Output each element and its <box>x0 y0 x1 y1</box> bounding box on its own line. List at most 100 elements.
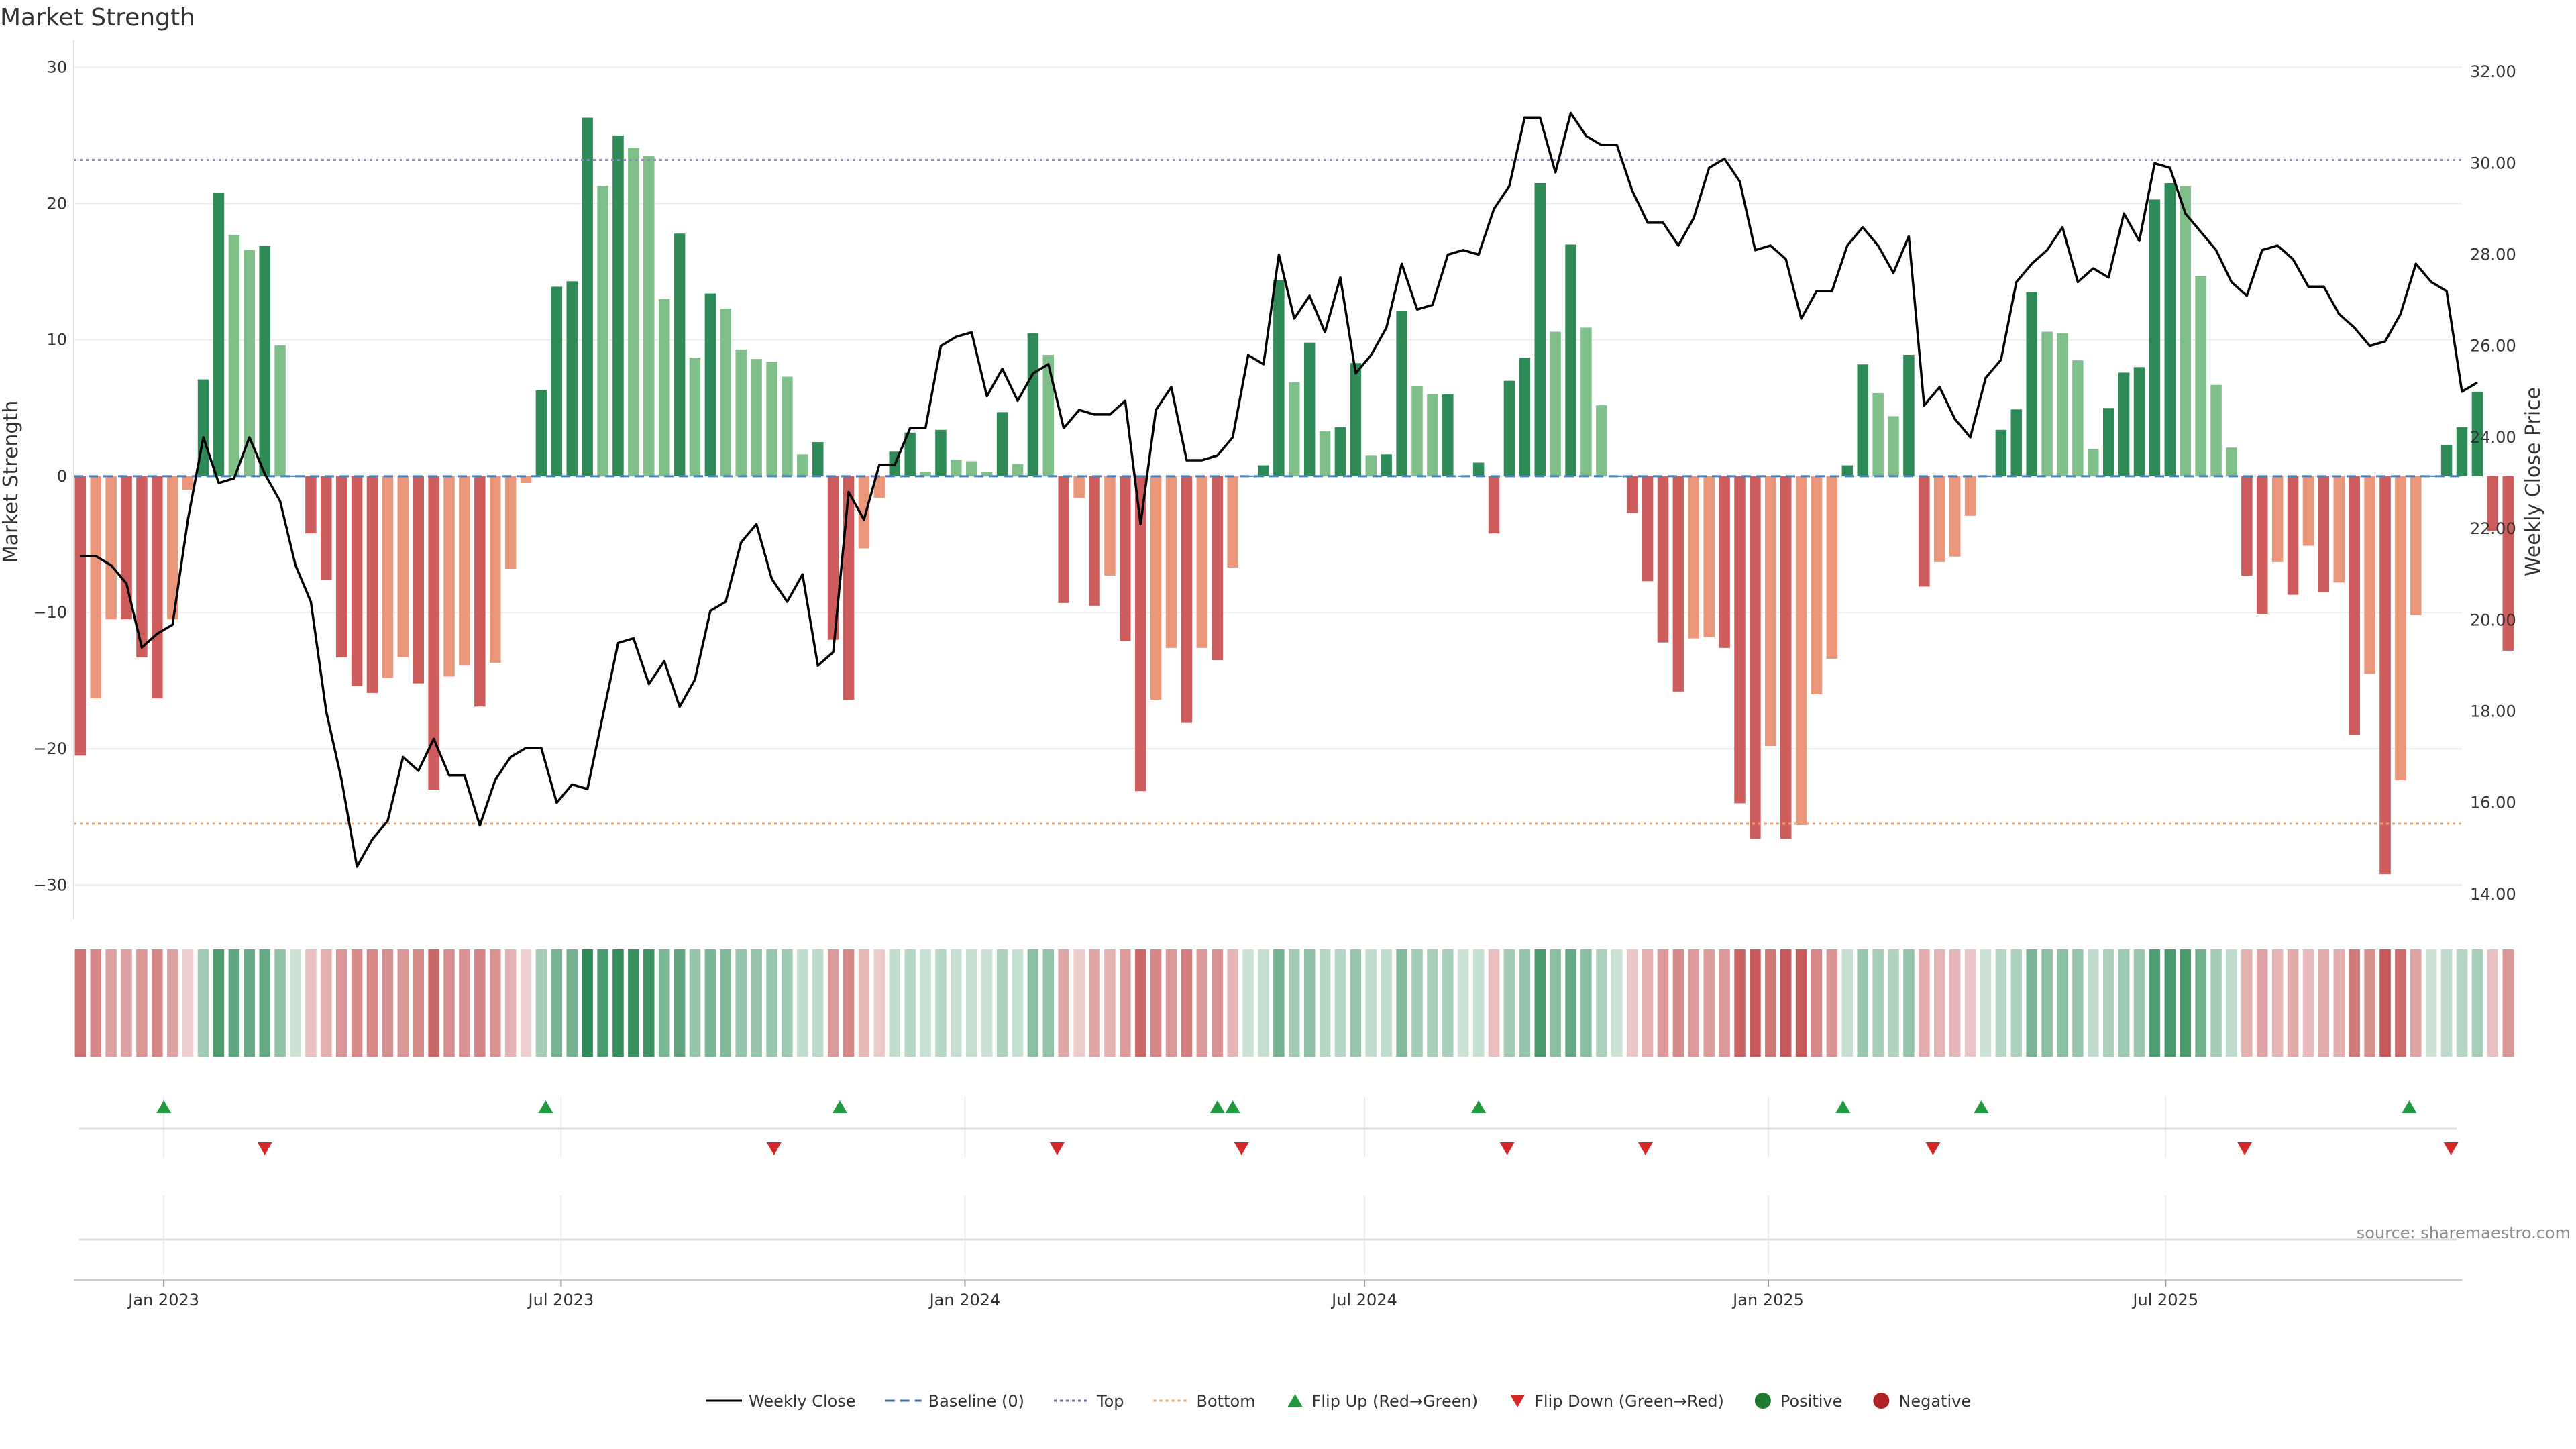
heat-cell <box>843 949 855 1057</box>
strength-bar <box>2210 384 2222 476</box>
heat-cell <box>2102 949 2114 1057</box>
heat-cell <box>1596 949 1607 1057</box>
strength-bar <box>2287 476 2299 595</box>
heat-cell <box>2440 949 2453 1057</box>
strength-bar <box>735 349 747 476</box>
strength-bar <box>1949 476 1961 557</box>
heat-cell <box>105 949 117 1057</box>
strength-bar <box>1672 476 1684 692</box>
strength-bar <box>1104 476 1116 576</box>
heat-cell <box>1734 949 1746 1057</box>
heat-cell <box>996 949 1008 1057</box>
strength-bar <box>2195 276 2206 476</box>
flip-down-marker <box>2443 1142 2459 1155</box>
heat-cell <box>827 949 839 1057</box>
heat-cell <box>1688 949 1700 1057</box>
heat-cell <box>366 949 378 1057</box>
legend: Weekly Close Baseline (0) Top Bottom Flip Up… <box>706 1392 1971 1411</box>
weekly-close-series <box>80 111 2478 868</box>
strength-bar <box>2379 476 2391 875</box>
x-tick-label: Jul 2025 <box>2131 1291 2198 1309</box>
heat-cell <box>152 949 163 1057</box>
y-axis-label: Market Strength <box>0 400 23 563</box>
strength-bar <box>2226 447 2237 476</box>
strength-bar <box>1334 427 1346 476</box>
heat-cell <box>858 949 870 1057</box>
strength-bar <box>628 148 639 476</box>
heat-cell <box>612 949 624 1057</box>
strength-bar <box>1411 386 1423 476</box>
heat-cell <box>1396 949 1407 1057</box>
strength-bar <box>1765 476 1776 747</box>
heat-cell <box>2195 949 2206 1057</box>
strength-bar <box>2487 476 2499 531</box>
heat-cell <box>1811 949 1823 1057</box>
heat-cell <box>2026 949 2037 1057</box>
heat-cell <box>1212 949 1223 1057</box>
legend-flip-down-icon <box>1510 1395 1525 1407</box>
heat-cell <box>1227 949 1238 1057</box>
heat-cell <box>1519 949 1531 1057</box>
heat-cell <box>2471 949 2483 1057</box>
strength-bar <box>136 476 148 658</box>
heat-cell <box>2287 949 2299 1057</box>
heat-cell <box>1580 949 1592 1057</box>
strength-bar <box>305 476 317 534</box>
heat-cell <box>966 949 977 1057</box>
strength-bar <box>873 476 885 498</box>
flip-up-marker <box>1225 1100 1240 1113</box>
heat-cell <box>1196 949 1208 1057</box>
strength-bar <box>951 460 962 476</box>
heat-cell <box>305 949 317 1057</box>
heat-cell <box>2410 949 2422 1057</box>
flip-up-marker <box>1471 1100 1487 1113</box>
flip-down-marker <box>2237 1142 2253 1155</box>
strength-bar <box>2440 445 2453 476</box>
heat-cell <box>121 949 132 1057</box>
heat-cell <box>1042 949 1055 1057</box>
heat-cell <box>166 949 178 1057</box>
strength-bar <box>1027 333 1039 476</box>
strength-bar <box>812 442 824 476</box>
flip-down-marker <box>1925 1142 1941 1155</box>
heat-cell <box>1780 949 1792 1057</box>
heat-cell <box>658 949 670 1057</box>
strength-bar <box>1811 476 1823 694</box>
strength-bar <box>351 476 363 686</box>
heat-cell <box>1334 949 1346 1057</box>
heat-cell <box>1565 949 1576 1057</box>
strength-bar <box>551 286 563 476</box>
strength-bar <box>1165 476 1177 648</box>
heat-cell <box>1303 949 1316 1057</box>
strength-bar <box>782 376 793 476</box>
strength-bar <box>2026 292 2037 476</box>
heat-cell <box>2010 949 2023 1057</box>
heat-cell <box>1750 949 1761 1057</box>
strength-bar <box>1381 454 1392 476</box>
heat-cell <box>797 949 808 1057</box>
y2-tick-label: 32.00 <box>2470 62 2516 81</box>
strength-bar <box>2302 476 2314 546</box>
heat-cell <box>520 949 532 1057</box>
strength-bar <box>321 476 332 580</box>
strength-bar <box>2471 391 2483 476</box>
strength-bar <box>1273 280 1285 476</box>
axes: 30 20 10 0 −10 −20 −30 32.00 30.00 28.00 26.00 24.0… <box>33 40 2516 1309</box>
flip-up-marker <box>156 1100 172 1113</box>
heat-cell <box>1888 949 1899 1057</box>
strength-bar <box>1841 465 1854 476</box>
heat-cell <box>1611 949 1623 1057</box>
y2-tick-label: 20.00 <box>2470 610 2516 629</box>
strength-bar <box>1227 476 1238 568</box>
heat-cell <box>1027 949 1039 1057</box>
heat-cell <box>1703 949 1715 1057</box>
legend-flip-up-icon <box>1287 1394 1303 1407</box>
strength-bar <box>2425 475 2437 477</box>
strength-bar <box>2072 360 2084 476</box>
heat-cell <box>1964 949 1976 1057</box>
strength-bar <box>1734 476 1746 804</box>
strength-bar <box>1365 455 1377 476</box>
chart-title: Market Strength <box>0 4 195 32</box>
strength-bar <box>1089 476 1100 606</box>
